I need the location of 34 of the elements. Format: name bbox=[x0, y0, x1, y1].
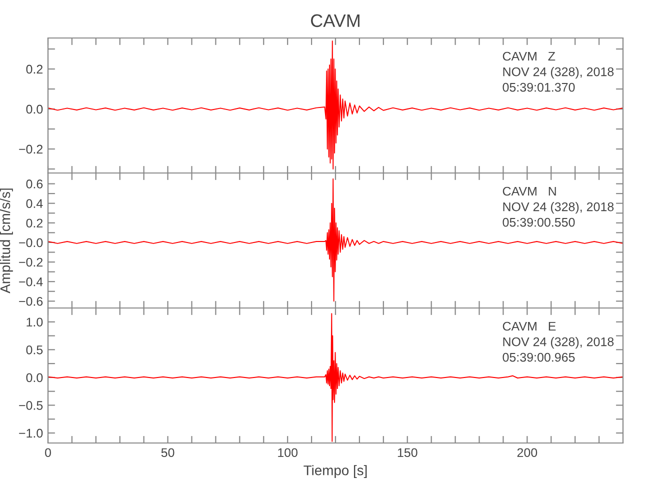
x-tick-label: 150 bbox=[398, 448, 418, 458]
annotation: 05:39:00.965 bbox=[502, 352, 575, 362]
annotation: 05:39:01.370 bbox=[502, 82, 575, 92]
y-tick-label: 0.4 bbox=[26, 199, 43, 208]
x-axis-title: Tiempo [s] bbox=[304, 465, 367, 478]
y-tick-label: 0.6 bbox=[26, 180, 43, 188]
y-tick-label: −0.4 bbox=[19, 277, 43, 286]
chart-title: CAVM bbox=[311, 14, 360, 28]
y-tick-label: 0.2 bbox=[26, 64, 43, 74]
y-tick-label: −0.5 bbox=[19, 401, 43, 410]
annotation: NOV 24 (328), 2018 bbox=[503, 202, 614, 214]
annotation: 05:39:00.550 bbox=[502, 218, 575, 227]
annotation: NOV 24 (328), 2018 bbox=[503, 67, 614, 79]
y-tick-label: 0.0 bbox=[26, 373, 43, 382]
y-tick-label: −1.0 bbox=[19, 428, 43, 438]
annotation: CAVM E bbox=[502, 322, 556, 331]
y-tick-label: 1.0 bbox=[26, 318, 43, 327]
y-tick-label: 0.0 bbox=[26, 104, 43, 114]
x-tick-label: 200 bbox=[517, 448, 538, 458]
y-axis-title: Amplitud [cm/s/s] bbox=[0, 188, 13, 294]
y-tick-label: −0.2 bbox=[19, 258, 43, 267]
annotation: NOV 24 (328), 2018 bbox=[503, 337, 614, 349]
x-tick-label: 50 bbox=[161, 448, 174, 458]
y-tick-label: 0.5 bbox=[26, 345, 43, 354]
annotation: CAVM N bbox=[502, 186, 556, 196]
y-tick-label: −0.2 bbox=[19, 144, 43, 154]
y-tick-label: −0.6 bbox=[19, 296, 43, 306]
x-tick-label: 0 bbox=[45, 448, 51, 458]
annotation: CAVM Z bbox=[502, 52, 556, 61]
line-series bbox=[48, 40, 623, 170]
x-tick-label: 100 bbox=[278, 448, 298, 458]
y-tick-label: 0.2 bbox=[26, 218, 43, 228]
line-series bbox=[48, 178, 623, 302]
y-tick-label: −0.0 bbox=[19, 238, 43, 248]
